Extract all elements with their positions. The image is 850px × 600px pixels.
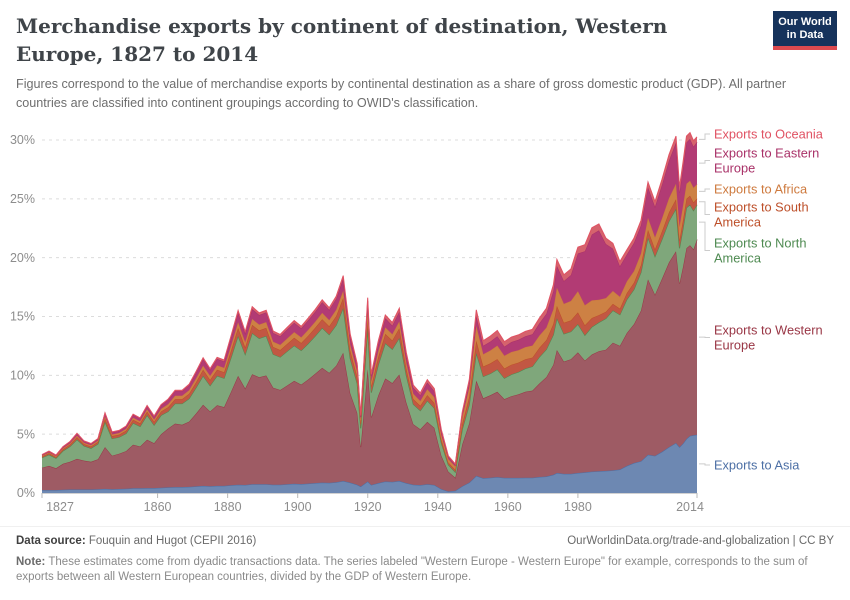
data-source-value: Fouquin and Hugot (CEPII 2016) <box>85 535 257 547</box>
area-asia[interactable] <box>42 434 697 493</box>
y-tick-label: 30% <box>10 133 35 147</box>
x-tick-label: 1920 <box>354 500 382 514</box>
legend-connector-eastern_europe <box>699 160 710 164</box>
owid-logo-line2: in Data <box>786 29 824 41</box>
stacked-areas <box>41 131 698 493</box>
legend-label-western_europe[interactable]: Exports to Western <box>714 323 823 338</box>
legend-connector-oceania <box>699 133 710 140</box>
legend-label-north_america[interactable]: Exports to North <box>714 236 806 251</box>
data-source: Data source: Fouquin and Hugot (CEPII 20… <box>16 534 256 549</box>
y-tick-label: 25% <box>10 192 35 206</box>
source-row: Data source: Fouquin and Hugot (CEPII 20… <box>16 534 834 549</box>
legend-connector-south_america <box>699 201 710 215</box>
area-north_america[interactable] <box>42 204 697 478</box>
x-tick-label: 1940 <box>424 500 452 514</box>
legend-label-asia[interactable]: Exports to Asia <box>714 458 800 473</box>
owid-logo-line1: Our World <box>778 16 832 28</box>
owid-logo[interactable]: Our World in Data <box>773 11 837 50</box>
legend-connector-north_america <box>699 221 710 251</box>
legend-connector-asia <box>699 463 710 466</box>
x-tick-label: 1960 <box>494 500 522 514</box>
note: Note: These estimates come from dyadic t… <box>16 555 834 585</box>
legend-label-oceania[interactable]: Exports to Oceania <box>714 127 824 142</box>
data-source-label: Data source: <box>16 535 86 547</box>
note-label: Note: <box>16 556 46 568</box>
legend-label-south_america[interactable]: America <box>714 215 762 230</box>
y-tick-label: 0% <box>17 486 35 500</box>
area-outline-oceania <box>41 131 698 466</box>
legend-label-south_america[interactable]: Exports to South <box>714 200 809 215</box>
x-axis: 1827 1860 1880 1900 1920 1940 1960 1980 2014 <box>41 493 704 514</box>
y-tick-label: 5% <box>17 427 35 441</box>
page-title: Merchandise exports by continent of dest… <box>16 14 668 66</box>
y-tick-label: 15% <box>10 310 35 324</box>
x-tick-label: 1827 <box>46 500 74 514</box>
legend-connector-africa <box>699 188 710 192</box>
note-text: These estimates come from dyadic transac… <box>16 556 808 583</box>
chart-header: Merchandise exports by continent of dest… <box>0 0 850 113</box>
x-tick-label: 2014 <box>676 500 704 514</box>
x-tick-label: 1980 <box>564 500 592 514</box>
y-tick-label: 20% <box>10 251 35 265</box>
chart-svg: 0%5%10%15%20%25%30%1827 1860 1880 1900 1920 1… <box>10 127 824 515</box>
x-tick-label: 1900 <box>284 500 312 514</box>
y-tick-label: 10% <box>10 369 35 383</box>
legend-label-eastern_europe[interactable]: Europe <box>714 161 755 176</box>
area-eastern_europe[interactable] <box>42 138 697 467</box>
legend-label-north_america[interactable]: America <box>714 251 762 266</box>
legend-label-eastern_europe[interactable]: Exports to Eastern <box>714 146 819 161</box>
legend-label-africa[interactable]: Exports to Africa <box>714 182 808 197</box>
chart-subtitle: Figures correspond to the value of merch… <box>16 77 787 110</box>
x-tick-label: 1880 <box>214 500 242 514</box>
chart-footer: Data source: Fouquin and Hugot (CEPII 20… <box>0 526 850 585</box>
attribution: OurWorldinData.org/trade-and-globalizati… <box>567 535 834 547</box>
x-tick-label: 1860 <box>144 500 172 514</box>
legend-label-western_europe[interactable]: Europe <box>714 338 755 353</box>
area-western_europe[interactable] <box>42 239 697 492</box>
